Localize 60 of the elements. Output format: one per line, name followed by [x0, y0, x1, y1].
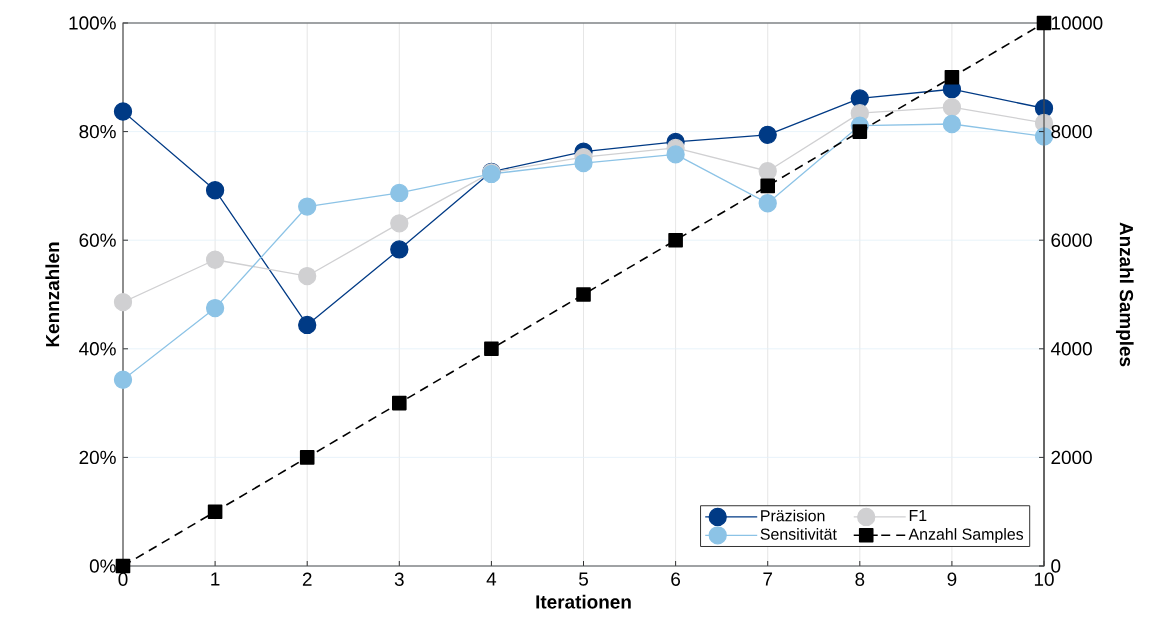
x-tick-label: 5: [578, 572, 588, 586]
point: [205, 250, 225, 269]
y-tick-label: 60%: [79, 233, 116, 247]
x-tick-label: 8: [855, 572, 865, 586]
point: [115, 558, 131, 574]
point: [298, 315, 317, 335]
y2-tick-label: 8000: [1051, 124, 1092, 139]
point: [574, 153, 593, 173]
point: [942, 98, 962, 117]
point: [666, 145, 685, 164]
point: [390, 214, 409, 233]
point: [113, 370, 133, 389]
y-tick-label: 20%: [79, 450, 116, 465]
y2-axis-title: Anzahl Samples: [1115, 222, 1134, 367]
legend-label: Anzahl Samples: [908, 528, 1024, 543]
point: [205, 298, 225, 318]
point: [758, 194, 777, 213]
point: [942, 114, 962, 134]
point: [113, 102, 133, 121]
y2-tick-label: 6000: [1051, 233, 1092, 247]
point: [668, 232, 683, 248]
y2-tick-label: 2000: [1051, 450, 1092, 465]
point: [758, 125, 777, 144]
y-tick-label: 80%: [79, 124, 116, 139]
point: [944, 69, 960, 85]
x-tick-label: 0: [118, 572, 128, 586]
x-tick-label: 3: [394, 572, 404, 586]
point: [852, 124, 868, 139]
legend-label: F1: [909, 510, 927, 521]
point: [298, 266, 317, 286]
point: [113, 292, 133, 312]
y2-tick-label: 4000: [1050, 342, 1092, 356]
point: [205, 181, 225, 200]
x-tick-label: 10: [1034, 572, 1054, 586]
point: [1036, 15, 1052, 31]
y-tick-label: 100%: [69, 16, 116, 30]
x-tick-label: 6: [671, 572, 681, 586]
point: [576, 287, 591, 302]
legend-label: Präzision: [761, 509, 825, 522]
x-tick-label: 7: [763, 572, 773, 586]
point: [299, 450, 315, 465]
point: [760, 178, 776, 194]
point: [390, 183, 409, 203]
x-tick-label: 1: [211, 572, 220, 586]
legend-label: Sensitivität: [760, 528, 837, 540]
point: [207, 504, 223, 519]
y-axis-title: Kennzahlen: [45, 242, 60, 347]
x-tick-label: 2: [302, 572, 312, 586]
y-tick-label: 0%: [89, 559, 116, 573]
x-tick-label: 9: [947, 572, 957, 586]
point: [390, 240, 409, 259]
point: [392, 395, 407, 411]
point: [758, 162, 777, 181]
point: [298, 197, 317, 216]
x-tick-label: 4: [486, 572, 497, 586]
point: [484, 341, 499, 357]
y2-tick-label: 0: [1051, 559, 1061, 573]
x-axis-title: Iterationen: [536, 594, 631, 609]
y-tick-label: 40%: [79, 342, 116, 356]
y2-tick-label: 10000: [1051, 16, 1103, 30]
